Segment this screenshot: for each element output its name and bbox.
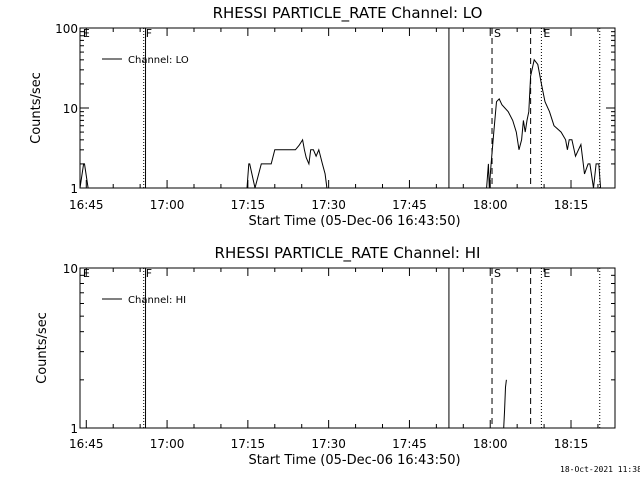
x-tick-label: 17:45 [392,198,427,212]
event-marker-label: E [83,27,90,40]
event-marker-label: S [494,267,501,280]
y-tick-label: 10 [63,102,78,116]
x-axis-label: Start Time (05-Dec-06 16:43:50) [248,453,460,468]
x-tick-label: 17:45 [392,437,427,451]
series-line [79,163,89,189]
y-tick-label: 1 [70,422,78,436]
x-tick-label: 17:15 [231,198,266,212]
event-marker-label: S [494,27,501,40]
event-marker-label: F [146,27,152,40]
plot-frame [79,27,616,189]
y-tick-label: 1 [70,182,78,196]
y-tick-label: 10 [63,262,78,276]
chart-title: RHESSI PARTICLE_RATE Channel: LO [213,4,483,23]
series-line [486,58,602,189]
x-tick-label: 17:00 [150,437,185,451]
x-tick-label: 16:45 [69,198,104,212]
event-marker-label: E [83,267,90,280]
x-tick-label: 17:15 [231,437,266,451]
event-marker-label: F [146,267,152,280]
footer-timestamp: 18-Oct-2021 11:38 [560,465,640,474]
series-line [503,379,507,429]
x-tick-label: 18:15 [554,198,589,212]
x-axis-label: Start Time (05-Dec-06 16:43:50) [248,214,460,229]
x-tick-label: 18:00 [473,437,508,451]
x-tick-label: 17:30 [311,437,346,451]
series-line [246,138,328,189]
plot-frame [79,267,616,429]
x-tick-label: 17:30 [311,198,346,212]
x-tick-label: 17:00 [150,198,185,212]
legend-label: Channel: HI [128,295,186,306]
event-marker-label: E [543,267,550,280]
x-tick-label: 16:45 [69,437,104,451]
x-tick-label: 18:00 [473,198,508,212]
y-axis-label: Counts/sec [29,72,44,144]
event-marker-label: E [543,27,550,40]
y-axis-label: Counts/sec [35,312,50,384]
legend-label: Channel: LO [128,55,189,66]
x-tick-label: 18:15 [554,437,589,451]
chart-title: RHESSI PARTICLE_RATE Channel: HI [215,244,481,263]
y-tick-label: 100 [55,22,78,36]
